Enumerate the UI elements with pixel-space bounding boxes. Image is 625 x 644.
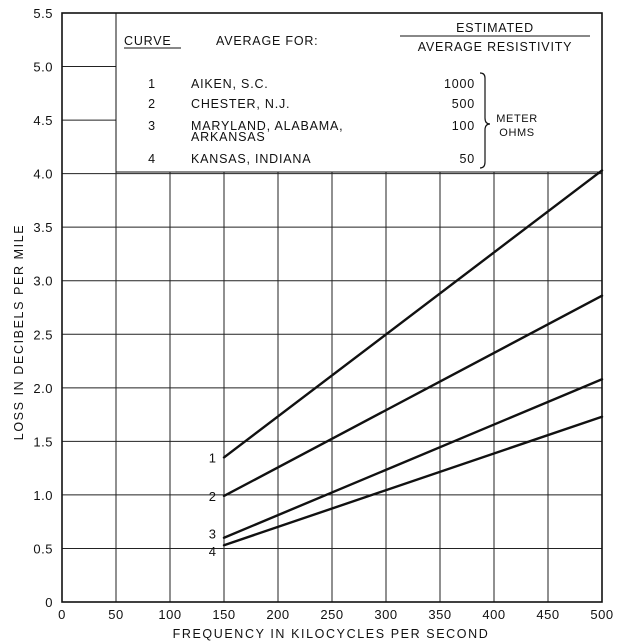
curve-label-1: 1 xyxy=(209,450,216,465)
x-tick-label-1: 50 xyxy=(108,607,123,622)
legend-row-1-resistivity: 1000 xyxy=(444,77,475,91)
curve-number-labels: 1 2 3 4 xyxy=(209,450,216,559)
y-tick-label-7: 3.5 xyxy=(33,220,53,235)
legend-row-2-resistivity: 500 xyxy=(452,97,475,111)
series-line-3 xyxy=(224,379,602,537)
legend-row-3-place-cont: ARKANSAS xyxy=(191,130,265,144)
series-line-1 xyxy=(224,170,602,457)
x-tick-label-3: 150 xyxy=(212,607,235,622)
x-tick-label-8: 400 xyxy=(482,607,505,622)
legend-row-4-resistivity: 50 xyxy=(459,152,475,166)
y-tick-label-9: 4.5 xyxy=(33,113,53,128)
legend-row-3-curve: 3 xyxy=(148,119,156,133)
y-tick-label-8: 4.0 xyxy=(33,167,53,182)
curve-label-3: 3 xyxy=(209,527,216,542)
x-tick-label-9: 450 xyxy=(536,607,559,622)
legend-box xyxy=(116,13,602,172)
legend-row-4-curve: 4 xyxy=(148,152,156,166)
legend-row-2-place: CHESTER, N.J. xyxy=(191,97,290,111)
series-line-2 xyxy=(224,296,602,496)
legend-unit-line2: OHMS xyxy=(499,127,534,139)
legend-background xyxy=(116,13,602,172)
curve-label-2: 2 xyxy=(209,489,216,504)
legend-header-resistivity-1: ESTIMATED xyxy=(456,21,534,35)
y-tick-label-4: 2.0 xyxy=(33,381,53,396)
legend-header-resistivity-2: AVERAGE RESISTIVITY xyxy=(418,40,573,54)
y-axis-title: LOSS IN DECIBELS PER MILE xyxy=(12,224,26,440)
y-tick-label-0: 0 xyxy=(45,595,53,610)
legend-header-curve: CURVE xyxy=(124,34,172,48)
legend-header-average: AVERAGE FOR: xyxy=(216,34,318,48)
curve-label-4: 4 xyxy=(209,544,216,559)
y-tick-label-5: 2.5 xyxy=(33,327,53,342)
x-tick-label-7: 350 xyxy=(428,607,451,622)
legend-row-1-place: AIKEN, S.C. xyxy=(191,77,269,91)
x-tick-label-2: 100 xyxy=(158,607,181,622)
legend-row-4-place: KANSAS, INDIANA xyxy=(191,152,311,166)
x-tick-label-5: 250 xyxy=(320,607,343,622)
x-axis-title: FREQUENCY IN KILOCYCLES PER SECOND xyxy=(173,627,490,641)
x-tick-label-10: 500 xyxy=(590,607,613,622)
legend-unit-line1: METER xyxy=(496,113,538,125)
legend-row-3-resistivity: 100 xyxy=(452,119,475,133)
legend-row-2-curve: 2 xyxy=(148,97,156,111)
y-tick-label-3: 1.5 xyxy=(33,434,53,449)
legend-row-1-curve: 1 xyxy=(148,77,156,91)
y-tick-label-10: 5.0 xyxy=(33,60,53,75)
y-tick-label-11: 5.5 xyxy=(33,6,53,21)
y-tick-label-1: 0.5 xyxy=(33,541,53,556)
series-line-4 xyxy=(224,417,602,546)
y-tick-label-6: 3.0 xyxy=(33,274,53,289)
y-tick-label-2: 1.0 xyxy=(33,488,53,503)
series-layer xyxy=(224,170,602,545)
x-tick-label-0: 0 xyxy=(58,607,66,622)
x-tick-label-6: 300 xyxy=(374,607,397,622)
x-tick-label-4: 200 xyxy=(266,607,289,622)
